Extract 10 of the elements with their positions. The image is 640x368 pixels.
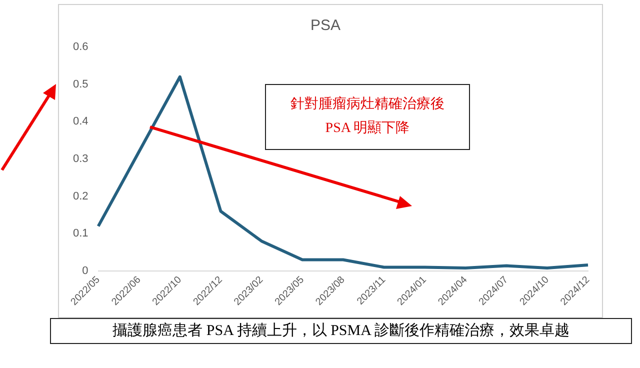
annotation: 針對腫瘤病灶精確治療後 PSA 明顯下降 <box>265 84 470 150</box>
y-tick-label: 0.1 <box>72 228 88 240</box>
chart-title: PSA <box>310 17 341 34</box>
text: 攝護腺癌患者 PSA 持續上升，以 PSMA 診斷後作精確治療，效果卓越 <box>50 318 632 344</box>
y-tick-label: 0.4 <box>72 116 88 128</box>
y-tick-label: 0.3 <box>72 153 88 166</box>
y-tick-label: 0 <box>82 264 88 277</box>
y-tick-label: 0.2 <box>72 190 88 202</box>
y-tick-label: 0.5 <box>72 78 88 90</box>
y-tick-label: 0.6 <box>72 41 88 54</box>
